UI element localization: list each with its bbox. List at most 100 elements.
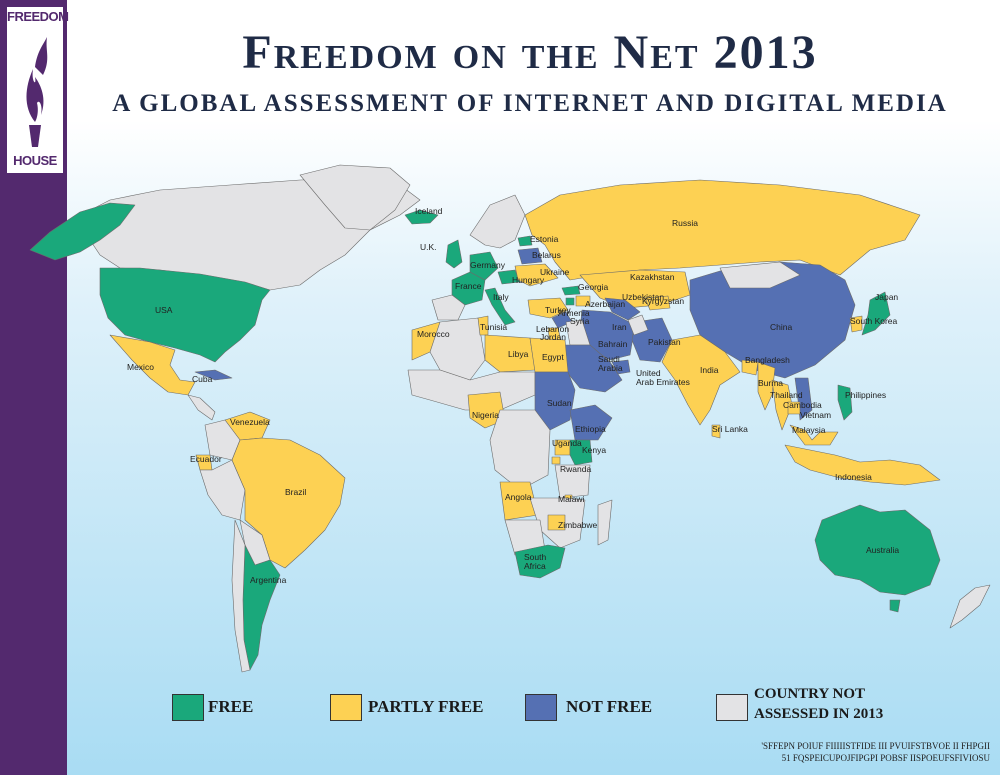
country-label-iceland: Iceland <box>415 206 443 216</box>
country-label-china: China <box>770 322 792 332</box>
country-label-nigeria: Nigeria <box>472 410 499 420</box>
country-libya <box>484 334 536 373</box>
country-bangladesh <box>741 359 759 376</box>
country-label-cuba: Cuba <box>192 374 213 384</box>
legend-swatch-not-free <box>525 694 557 721</box>
country-label-turkey: Turkey <box>545 305 571 315</box>
country-label-kyrgyzstan: Kyrgyzstan <box>642 296 684 306</box>
country-cambodia <box>787 401 801 415</box>
country-sri-lanka <box>711 424 721 439</box>
country-burma <box>757 361 776 411</box>
country-label-bahrain: Bahrain <box>598 339 628 349</box>
country-kyrgyzstan <box>644 295 671 311</box>
country-label-tunisia: Tunisia <box>480 322 507 332</box>
country-label-india: India <box>700 365 719 375</box>
country-label-morocco: Morocco <box>417 329 450 339</box>
country-scandinavia <box>469 194 526 249</box>
country-label-venezuela: Venezuela <box>230 417 270 427</box>
footnote: 'SFFEPN POIUF FIIIIISTFIDE III PVUIFSTBV… <box>690 740 990 764</box>
country-label-russia: Russia <box>672 218 698 228</box>
torch-icon <box>26 37 48 147</box>
country-label-angola: Angola <box>505 492 532 502</box>
country-south-africa <box>514 544 566 579</box>
country-label-libya: Libya <box>508 349 529 359</box>
country-label-kenya: Kenya <box>582 445 606 455</box>
country-label-australia: Australia <box>866 545 899 555</box>
country-central-america <box>187 394 216 421</box>
country-australia <box>814 504 941 596</box>
country-ethiopia <box>569 404 613 441</box>
country-label-united-arab-emirates: United Arab Emirates <box>636 368 690 387</box>
country-georgia <box>561 285 581 296</box>
country-rwanda <box>551 456 561 465</box>
country-label-vietnam: Vietnam <box>800 410 831 420</box>
country-label-italy: Italy <box>493 292 509 302</box>
country-italy <box>484 287 516 326</box>
country-label-azerbaijan: Azerbaijan <box>585 299 625 309</box>
country-alaska <box>29 202 136 261</box>
country-tanzania <box>554 464 591 499</box>
country-label-pakistan: Pakistan <box>648 337 681 347</box>
legend-label-not-free: NOT FREE <box>566 697 653 716</box>
legend-swatch-free <box>172 694 204 721</box>
country-chile <box>231 519 251 673</box>
country-turkey <box>527 297 569 319</box>
country-label-u-k-: U.K. <box>420 242 437 252</box>
legend-label-not-assessed-1: COUNTRY NOT <box>754 686 866 702</box>
country-label-iran: Iran <box>612 322 627 332</box>
country-label-syria: Syria <box>570 316 590 326</box>
country-tasmania <box>889 599 901 613</box>
country-madagascar <box>597 499 613 546</box>
country-japan <box>861 291 891 336</box>
country-spain <box>431 294 466 321</box>
country-label-philippines: Philippines <box>845 390 886 400</box>
country-label-uzbekistan: Uzbekistan <box>622 292 664 302</box>
country-brazil <box>231 437 346 569</box>
country-label-sri-lanka: Sri Lanka <box>712 424 748 434</box>
country-label-france: France <box>455 281 482 291</box>
country-label-usa: USA <box>155 305 173 315</box>
country-estonia <box>517 235 533 247</box>
country-label-south-korea: South Korea <box>850 316 898 326</box>
country-usa <box>99 267 271 363</box>
country-label-malawi: Malawi <box>558 494 585 504</box>
footnote-line-2: 51 FQSPEICUPOJFIPGPI POBSF IISPOEUFSFIVI… <box>781 753 990 763</box>
country-label-saudi-arabia: Saudi Arabia <box>598 354 623 373</box>
country-label-thailand: Thailand <box>770 390 803 400</box>
country-afghanistan <box>627 314 649 336</box>
country-argentina <box>242 544 281 671</box>
country-mexico <box>109 334 196 396</box>
country-iceland <box>404 209 439 225</box>
country-zimbabwe <box>547 514 566 531</box>
country-azerbaijan <box>575 295 591 307</box>
country-label-zimbabwe: Zimbabwe <box>558 520 597 530</box>
country-label-kazakhstan: Kazakhstan <box>630 272 675 282</box>
country-new-zealand <box>949 584 991 629</box>
country-label-indonesia: Indonesia <box>835 472 872 482</box>
country-label-jordan: Jordan <box>540 332 566 342</box>
country-mongolia <box>719 261 801 289</box>
country-label-georgia: Georgia <box>578 282 609 292</box>
logo-text-bottom: HOUSE <box>13 153 57 168</box>
country-hungary <box>497 269 521 285</box>
country-india <box>661 334 741 426</box>
country-label-belarus: Belarus <box>532 250 561 260</box>
country-label-japan: Japan <box>875 292 898 302</box>
legend-label-not-assessed-2: ASSESSED IN 2013 <box>754 706 884 722</box>
country-thailand <box>771 379 793 431</box>
country-nigeria <box>467 391 506 429</box>
country-label-ecuador: Ecuador <box>190 454 222 464</box>
country-label-armenia: Armenia <box>558 308 590 318</box>
country-label-germany: Germany <box>470 260 506 270</box>
country-uzbekistan <box>604 297 641 321</box>
footnote-line-1: 'SFFEPN POIUF FIIIIISTFIDE III PVUIFSTBV… <box>761 741 990 751</box>
country-ukraine <box>514 263 559 287</box>
legend-swatch-not-assessed <box>716 694 748 721</box>
country-south-korea <box>849 315 863 333</box>
country-philippines <box>837 384 853 421</box>
country-uk <box>445 239 463 269</box>
country-label-malaysia: Malaysia <box>792 425 826 435</box>
country-label-mexico: Mexico <box>127 362 154 372</box>
country-indonesia <box>784 444 941 486</box>
